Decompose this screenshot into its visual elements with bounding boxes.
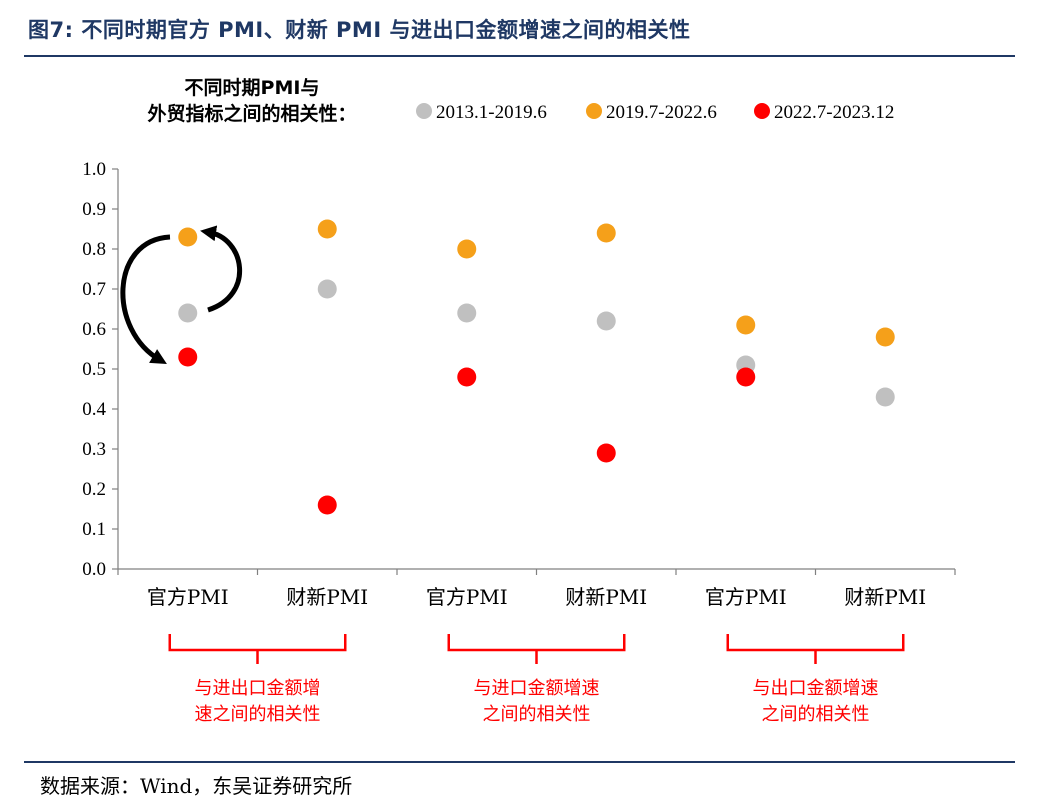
data-point bbox=[736, 367, 756, 387]
group-bracket bbox=[447, 634, 626, 664]
data-point bbox=[317, 279, 337, 299]
data-point bbox=[596, 223, 616, 243]
group-label: 速之间的相关性 bbox=[195, 704, 321, 725]
legend-label: 2013.1-2019.6 bbox=[436, 102, 547, 123]
data-points bbox=[178, 219, 895, 515]
legend-title-line: 不同时期PMI与 bbox=[185, 77, 320, 99]
legend-label: 2022.7-2023.12 bbox=[774, 102, 894, 123]
legend-marker bbox=[754, 103, 770, 119]
axes: 0.0 0.1 0.2 0.3 0.4 0.5 0.6 0.7 0.8 0.9 1.0 官方PMI 财新… bbox=[82, 159, 956, 609]
data-point bbox=[736, 315, 756, 335]
x-category-label: 财新PMI bbox=[844, 585, 926, 609]
x-category-label: 财新PMI bbox=[286, 585, 368, 609]
data-point bbox=[317, 219, 337, 239]
data-point bbox=[178, 347, 198, 367]
legend-marker bbox=[586, 103, 602, 119]
x-category-label: 官方PMI bbox=[426, 585, 508, 609]
y-tick-label: 0.0 bbox=[82, 559, 106, 580]
data-point bbox=[457, 367, 477, 387]
y-tick-label: 1.0 bbox=[82, 159, 106, 180]
group-label: 之间的相关性 bbox=[762, 704, 870, 725]
y-tick-label: 0.9 bbox=[82, 199, 106, 220]
group-label: 与出口金额增速 bbox=[753, 678, 879, 699]
group-bracket bbox=[168, 634, 347, 664]
top-rule bbox=[24, 55, 1015, 57]
group-label: 与进出口金额增 bbox=[195, 678, 321, 699]
period-shift-arrows bbox=[120, 225, 243, 365]
data-point bbox=[457, 303, 477, 323]
y-tick-label: 0.2 bbox=[82, 479, 106, 500]
group-bracket bbox=[726, 634, 905, 664]
legend-title-line: 外贸指标之间的相关性： bbox=[147, 102, 356, 125]
y-tick-label: 0.3 bbox=[82, 439, 106, 460]
group-label: 之间的相关性 bbox=[483, 704, 591, 725]
data-point bbox=[596, 443, 616, 463]
data-point bbox=[875, 387, 895, 407]
y-tick-label: 0.8 bbox=[82, 239, 106, 260]
y-tick-label: 0.4 bbox=[82, 399, 106, 420]
data-point bbox=[317, 495, 337, 515]
x-category-label: 官方PMI bbox=[147, 585, 229, 609]
figure-title: 图7: 不同时期官方 PMI、财新 PMI 与进出口金额增速之间的相关性 bbox=[28, 18, 691, 42]
y-tick-label: 0.7 bbox=[82, 279, 106, 300]
arrow-up-to-orange bbox=[200, 225, 243, 313]
x-category-label: 官方PMI bbox=[705, 585, 787, 609]
source-note: 数据来源：Wind，东吴证券研究所 bbox=[40, 774, 353, 798]
y-tick-label: 0.5 bbox=[82, 359, 106, 380]
data-point bbox=[596, 311, 616, 331]
data-point bbox=[875, 327, 895, 347]
data-point bbox=[457, 239, 477, 259]
group-label: 与进口金额增速 bbox=[474, 678, 600, 699]
y-tick-label: 0.6 bbox=[82, 319, 106, 340]
y-tick-label: 0.1 bbox=[82, 519, 106, 540]
x-category-label: 财新PMI bbox=[565, 585, 647, 609]
legend-label: 2019.7-2022.6 bbox=[606, 102, 717, 123]
arrow-down-to-red bbox=[120, 234, 171, 365]
bottom-rule bbox=[24, 761, 1015, 763]
legend-marker bbox=[416, 103, 432, 119]
data-point bbox=[178, 303, 198, 323]
data-point bbox=[178, 227, 198, 247]
